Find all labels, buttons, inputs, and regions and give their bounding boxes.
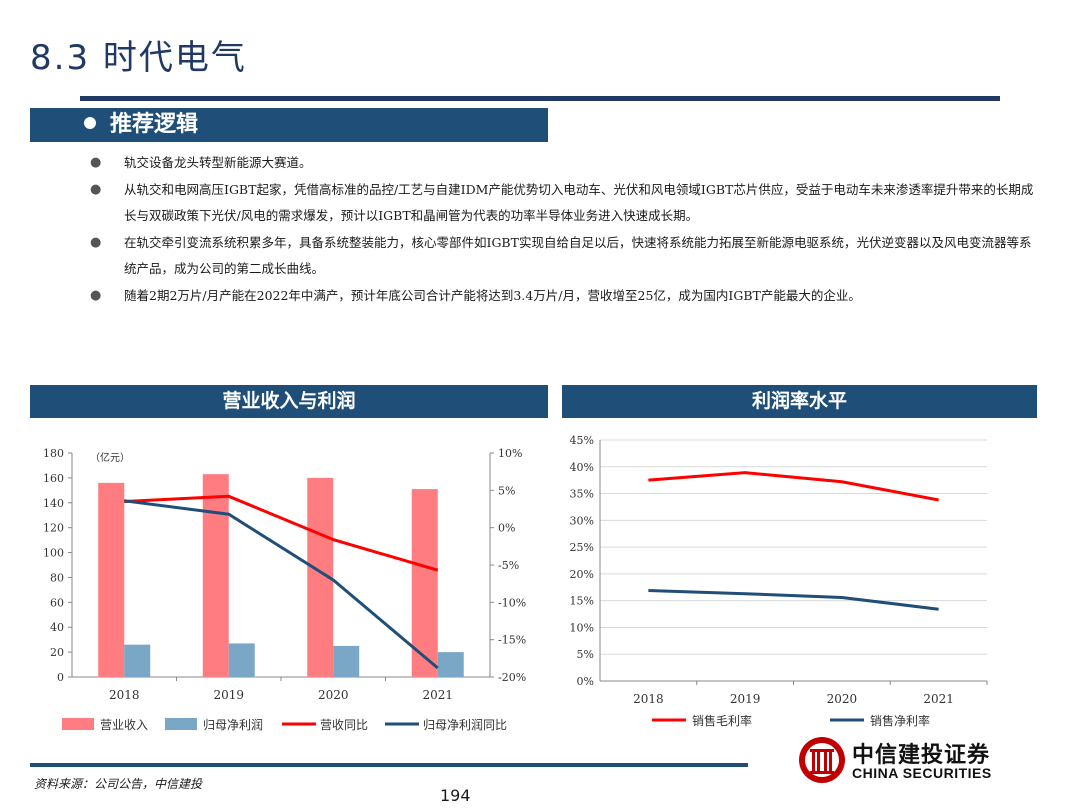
legend-label: 归母净利润同比 bbox=[423, 718, 507, 732]
legend-label: 营业收入 bbox=[100, 718, 148, 732]
x-tick-label: 2019 bbox=[730, 692, 761, 706]
y-tick-label: 100 bbox=[43, 547, 64, 560]
list-item-text: 从轨交和电网高压IGBT起家，凭借高标准的品控/工艺与自建IDM产能优势切入电动… bbox=[124, 181, 1034, 224]
bullet-list: ● 轨交设备龙头转型新能源大赛道。 ● 从轨交和电网高压IGBT起家，凭借高标准的品… bbox=[86, 150, 1036, 309]
bullet-icon: ● bbox=[90, 181, 102, 197]
x-tick-label: 2018 bbox=[633, 692, 664, 706]
revenue-profit-chart: 0 20 40 60 80 100 120 140 160 180 -20% -15% -10% -5% 0… bbox=[43, 447, 526, 732]
bullet-dot-icon bbox=[84, 117, 96, 129]
bar bbox=[124, 644, 151, 677]
bar bbox=[98, 482, 125, 677]
y-tick-label: 180 bbox=[43, 447, 64, 460]
y2-tick-label: -15% bbox=[498, 634, 526, 647]
section-header: 推荐逻辑 bbox=[30, 108, 548, 142]
y-tick-label: 0 bbox=[57, 671, 64, 684]
list-item: ● 轨交设备龙头转型新能源大赛道。 bbox=[86, 150, 1036, 177]
revenue-profit-panel: 营业收入与利润 bbox=[30, 385, 548, 418]
unit-note: （亿元） bbox=[90, 451, 130, 464]
y-tick-label: 25% bbox=[570, 541, 594, 554]
margin-panel: 利润率水平 bbox=[562, 385, 1037, 418]
legend-swatch bbox=[165, 718, 197, 730]
list-item-text: 随着2期2万片/月产能在2022年中满产，预计年底公司合计产能将达到3.4万片/… bbox=[124, 287, 861, 303]
legend-swatch bbox=[62, 718, 94, 730]
margin-chart: 0% 5% 10% 15% 20% 25% 30% 35% 40% 45% 2018 2019 2020… bbox=[570, 434, 988, 728]
y-tick-label: 20% bbox=[570, 568, 594, 581]
y2-tick-label: -5% bbox=[498, 559, 519, 572]
legend-label: 销售净利率 bbox=[870, 713, 930, 728]
legend-label: 营收同比 bbox=[320, 718, 368, 732]
series-line bbox=[124, 499, 439, 670]
bar bbox=[228, 643, 255, 677]
y-tick-label: 10% bbox=[570, 621, 594, 634]
source-note: 资料来源：公司公告，中信建投 bbox=[34, 777, 203, 791]
y-tick-label: 80 bbox=[50, 571, 64, 584]
list-item-text: 在轨交牵引变流系统积累多年，具备系统整装能力，核心零部件如IGBT实现自给自足以… bbox=[124, 234, 1032, 277]
bar bbox=[333, 645, 360, 677]
y-tick-label: 120 bbox=[43, 522, 64, 535]
bullet-icon: ● bbox=[90, 155, 102, 170]
bar bbox=[411, 489, 438, 677]
y-tick-label: 160 bbox=[43, 472, 64, 485]
list-item: ● 随着2期2万片/月产能在2022年中满产，预计年底公司合计产能将达到3.4万片… bbox=[86, 283, 1036, 310]
y2-tick-label: 5% bbox=[498, 484, 515, 497]
y-tick-label: 20 bbox=[50, 646, 64, 659]
footer-divider bbox=[30, 763, 748, 767]
logo-text-en: CHINA SECURITIES bbox=[852, 765, 992, 781]
series-line bbox=[124, 494, 439, 572]
x-tick-label: 2020 bbox=[827, 692, 858, 706]
y-tick-label: 40% bbox=[570, 461, 594, 474]
x-tick-label: 2020 bbox=[318, 688, 349, 702]
chart-title: 利润率水平 bbox=[562, 385, 1037, 418]
company-logo-icon bbox=[799, 737, 845, 783]
section-title: 推荐逻辑 bbox=[110, 112, 199, 137]
list-item: ● 从轨交和电网高压IGBT起家，凭借高标准的品控/工艺与自建IDM产能优势切入电… bbox=[86, 177, 1036, 230]
series-line bbox=[648, 588, 939, 611]
y2-tick-label: 0% bbox=[498, 522, 515, 535]
x-tick-label: 2018 bbox=[109, 688, 140, 702]
bullet-icon: ● bbox=[90, 287, 102, 303]
bar bbox=[437, 652, 464, 677]
chart-title: 营业收入与利润 bbox=[30, 385, 548, 418]
page-number: 194 bbox=[440, 786, 471, 805]
bar bbox=[202, 474, 229, 677]
x-tick-label: 2019 bbox=[213, 688, 244, 702]
y-tick-label: 140 bbox=[43, 497, 64, 510]
y-tick-label: 60 bbox=[50, 596, 64, 609]
y-tick-label: 35% bbox=[570, 488, 594, 501]
legend-label: 销售毛利率 bbox=[692, 713, 752, 728]
x-tick-label: 2021 bbox=[923, 692, 954, 706]
y-tick-label: 40 bbox=[50, 621, 64, 634]
page-title: 8.3 时代电气 bbox=[30, 38, 247, 78]
logo-text-cn: 中信建投证券 bbox=[852, 743, 991, 768]
y2-tick-label: -10% bbox=[498, 596, 526, 609]
bullet-icon: ● bbox=[90, 234, 102, 250]
y2-tick-label: -20% bbox=[498, 671, 526, 684]
list-item: ● 在轨交牵引变流系统积累多年，具备系统整装能力，核心零部件如IGBT实现自给自足… bbox=[86, 230, 1036, 283]
x-tick-label: 2021 bbox=[422, 688, 453, 702]
list-item-text: 轨交设备龙头转型新能源大赛道。 bbox=[124, 155, 312, 170]
series-line bbox=[648, 471, 939, 502]
y2-tick-label: 10% bbox=[498, 447, 522, 460]
title-divider bbox=[80, 96, 1000, 101]
y-tick-label: 5% bbox=[577, 648, 594, 661]
y-tick-label: 15% bbox=[570, 595, 594, 608]
legend-label: 归母净利润 bbox=[203, 718, 263, 732]
y-tick-label: 0% bbox=[577, 675, 594, 688]
y-tick-label: 45% bbox=[570, 434, 594, 447]
y-tick-label: 30% bbox=[570, 514, 594, 527]
